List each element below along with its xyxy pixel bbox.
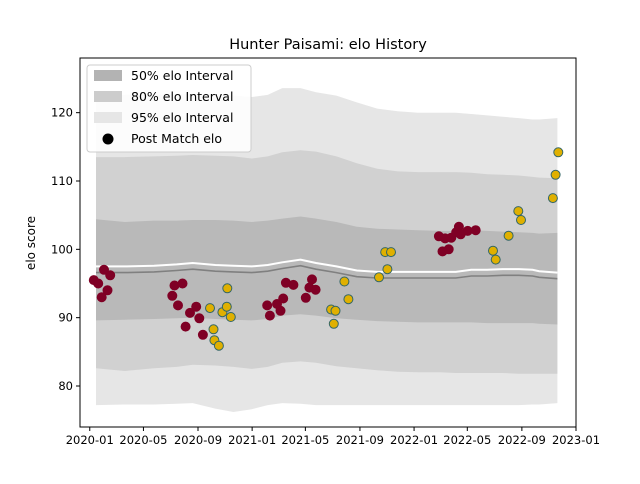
data-point-39	[374, 272, 384, 283]
legend-swatch-50	[94, 70, 122, 81]
y-tick-label-3: 110	[51, 174, 73, 188]
data-point-22	[225, 312, 236, 322]
data-point-41	[382, 264, 393, 275]
data-point-5	[105, 270, 116, 281]
x-axis: 2020-01 2020-05 2020-09 2021-01 2021-05 2021-…	[66, 427, 600, 447]
data-point-6	[167, 290, 178, 301]
x-tick-label-9: 2023-01	[552, 433, 600, 447]
x-tick-label-5: 2021-09	[336, 433, 384, 447]
data-point-33	[310, 284, 321, 295]
data-point-36	[330, 305, 341, 316]
data-point-35	[328, 318, 339, 329]
mean-line	[96, 264, 558, 280]
data-point-37	[339, 276, 350, 287]
x-tick-label-8: 2022-09	[498, 433, 546, 447]
data-point-60	[553, 147, 564, 158]
legend: 50% elo Interval 80% elo Interval 95% el…	[86, 64, 252, 153]
data-point-16	[208, 324, 219, 335]
plot-frame	[79, 57, 577, 428]
legend-swatch-95	[94, 112, 122, 123]
data-point-46	[443, 244, 454, 255]
data-point-24	[264, 310, 275, 321]
data-point-27	[278, 293, 289, 304]
x-tick-label-1: 2020-05	[119, 433, 167, 447]
data-point-54	[490, 254, 501, 265]
y-axis-label: elo score	[24, 216, 38, 270]
data-point-4	[102, 285, 113, 296]
chart-title: Hunter Paisami: elo History	[229, 37, 427, 53]
y-tick-label-0: 80	[58, 379, 73, 393]
data-point-2	[96, 292, 107, 303]
y-tick-label-4: 120	[51, 106, 73, 120]
data-point-10	[180, 321, 191, 332]
legend-label-50: 50% elo Interval	[131, 68, 233, 83]
data-point-15	[205, 303, 215, 314]
legend-box	[86, 64, 252, 153]
x-tick-label-2: 2020-09	[174, 433, 222, 447]
legend-label-post-match: Post Match elo	[131, 131, 222, 146]
data-point-9	[177, 278, 188, 289]
x-tick-label-4: 2021-05	[281, 433, 329, 447]
legend-label-80: 80% elo Interval	[131, 89, 233, 104]
data-point-52	[470, 225, 481, 236]
data-point-8	[173, 300, 183, 311]
data-point-59	[550, 169, 561, 180]
x-tick-label-3: 2021-01	[228, 433, 276, 447]
data-point-26	[275, 305, 286, 316]
data-point-29	[288, 279, 299, 290]
data-point-18	[213, 340, 224, 351]
legend-marker-post-match	[102, 133, 114, 145]
legend-swatch-80	[94, 91, 122, 102]
x-tick-label-6: 2022-01	[390, 433, 438, 447]
data-point-21	[222, 283, 233, 294]
post-match-points	[88, 147, 564, 351]
mean-lines	[96, 258, 558, 280]
data-point-11	[185, 307, 195, 318]
y-axis: 80 90 100 110 120	[51, 106, 80, 393]
y-tick-label-2: 100	[51, 242, 73, 256]
x-tick-label-7: 2022-05	[443, 433, 491, 447]
data-point-1	[93, 278, 104, 289]
data-point-32	[307, 274, 317, 285]
data-point-38	[343, 294, 354, 305]
x-tick-label-0: 2020-01	[66, 433, 114, 447]
data-point-55	[503, 230, 514, 241]
data-point-53	[488, 245, 498, 256]
data-point-3	[99, 264, 109, 275]
data-point-12	[191, 301, 202, 312]
data-point-30	[300, 292, 311, 303]
legend-label-95: 95% elo Interval	[131, 110, 233, 125]
data-point-42	[386, 247, 396, 258]
data-point-57	[516, 215, 526, 225]
data-point-20	[221, 301, 232, 312]
data-point-13	[194, 313, 205, 324]
y-tick-label-1: 90	[58, 311, 73, 325]
data-point-14	[197, 329, 208, 340]
data-point-56	[513, 206, 524, 217]
data-point-58	[547, 193, 558, 204]
mean-highlight-line	[96, 258, 558, 274]
data-point-23	[262, 300, 273, 311]
